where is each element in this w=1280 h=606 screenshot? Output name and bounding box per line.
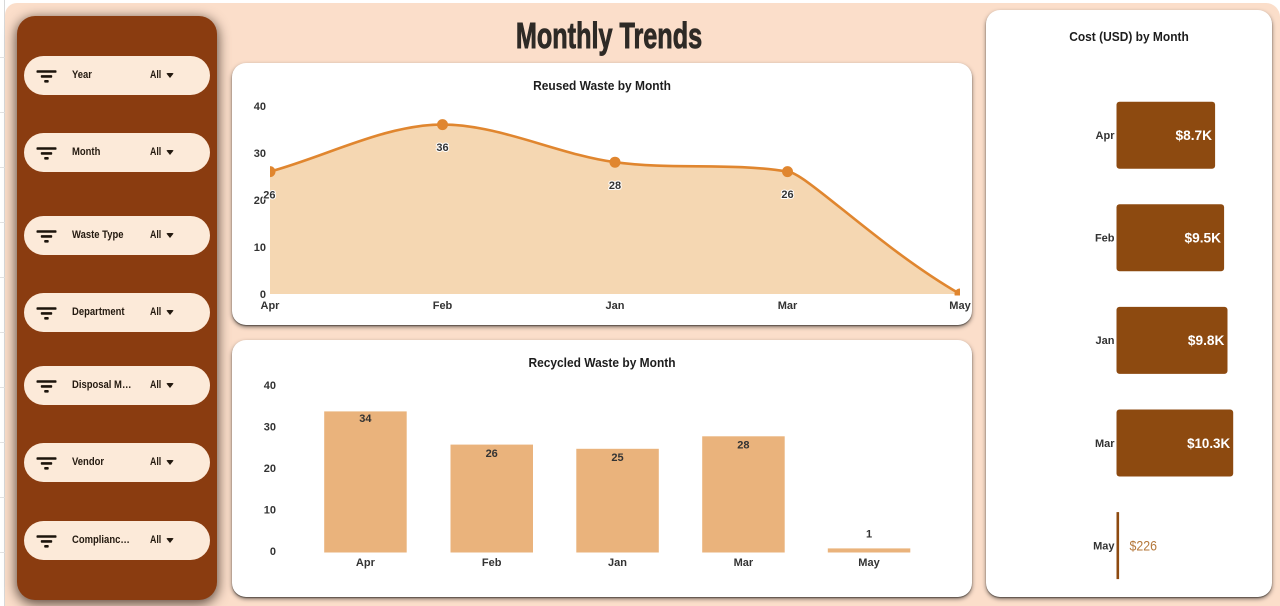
svg-text:Mar: Mar bbox=[1095, 438, 1115, 450]
svg-text:$226: $226 bbox=[1130, 538, 1158, 554]
svg-text:34: 34 bbox=[359, 413, 372, 425]
svg-text:36: 36 bbox=[436, 142, 448, 154]
svg-text:10: 10 bbox=[254, 242, 266, 254]
svg-text:28: 28 bbox=[609, 180, 621, 192]
svg-text:Jan: Jan bbox=[1096, 335, 1115, 347]
svg-text:0: 0 bbox=[260, 289, 266, 301]
svg-text:Feb: Feb bbox=[433, 300, 453, 312]
svg-text:26: 26 bbox=[263, 189, 275, 201]
svg-text:Apr: Apr bbox=[261, 300, 281, 312]
svg-text:$10.3K: $10.3K bbox=[1187, 435, 1230, 451]
svg-text:Jan: Jan bbox=[608, 557, 627, 569]
svg-text:Mar: Mar bbox=[778, 300, 798, 312]
svg-text:20: 20 bbox=[264, 463, 276, 475]
svg-text:0: 0 bbox=[270, 546, 276, 558]
svg-text:$9.8K: $9.8K bbox=[1188, 332, 1225, 348]
svg-text:26: 26 bbox=[486, 448, 498, 460]
svg-text:Jan: Jan bbox=[606, 300, 625, 312]
svg-text:30: 30 bbox=[254, 148, 266, 160]
svg-text:May: May bbox=[1093, 540, 1115, 552]
svg-text:Apr: Apr bbox=[1096, 130, 1116, 142]
svg-text:25: 25 bbox=[611, 452, 623, 464]
svg-text:20: 20 bbox=[254, 195, 266, 207]
svg-text:Feb: Feb bbox=[1095, 233, 1115, 245]
svg-text:Feb: Feb bbox=[482, 557, 502, 569]
svg-text:May: May bbox=[949, 300, 971, 312]
svg-text:$9.5K: $9.5K bbox=[1185, 230, 1222, 246]
svg-text:Apr: Apr bbox=[356, 557, 376, 569]
svg-text:May: May bbox=[858, 557, 880, 569]
svg-text:28: 28 bbox=[737, 440, 749, 452]
svg-text:40: 40 bbox=[264, 380, 276, 392]
svg-text:$8.7K: $8.7K bbox=[1176, 127, 1213, 143]
svg-text:1: 1 bbox=[866, 529, 872, 541]
svg-text:26: 26 bbox=[781, 189, 793, 201]
svg-text:Mar: Mar bbox=[734, 557, 754, 569]
svg-text:30: 30 bbox=[264, 422, 276, 434]
svg-text:40: 40 bbox=[254, 101, 266, 113]
svg-text:10: 10 bbox=[264, 505, 276, 517]
